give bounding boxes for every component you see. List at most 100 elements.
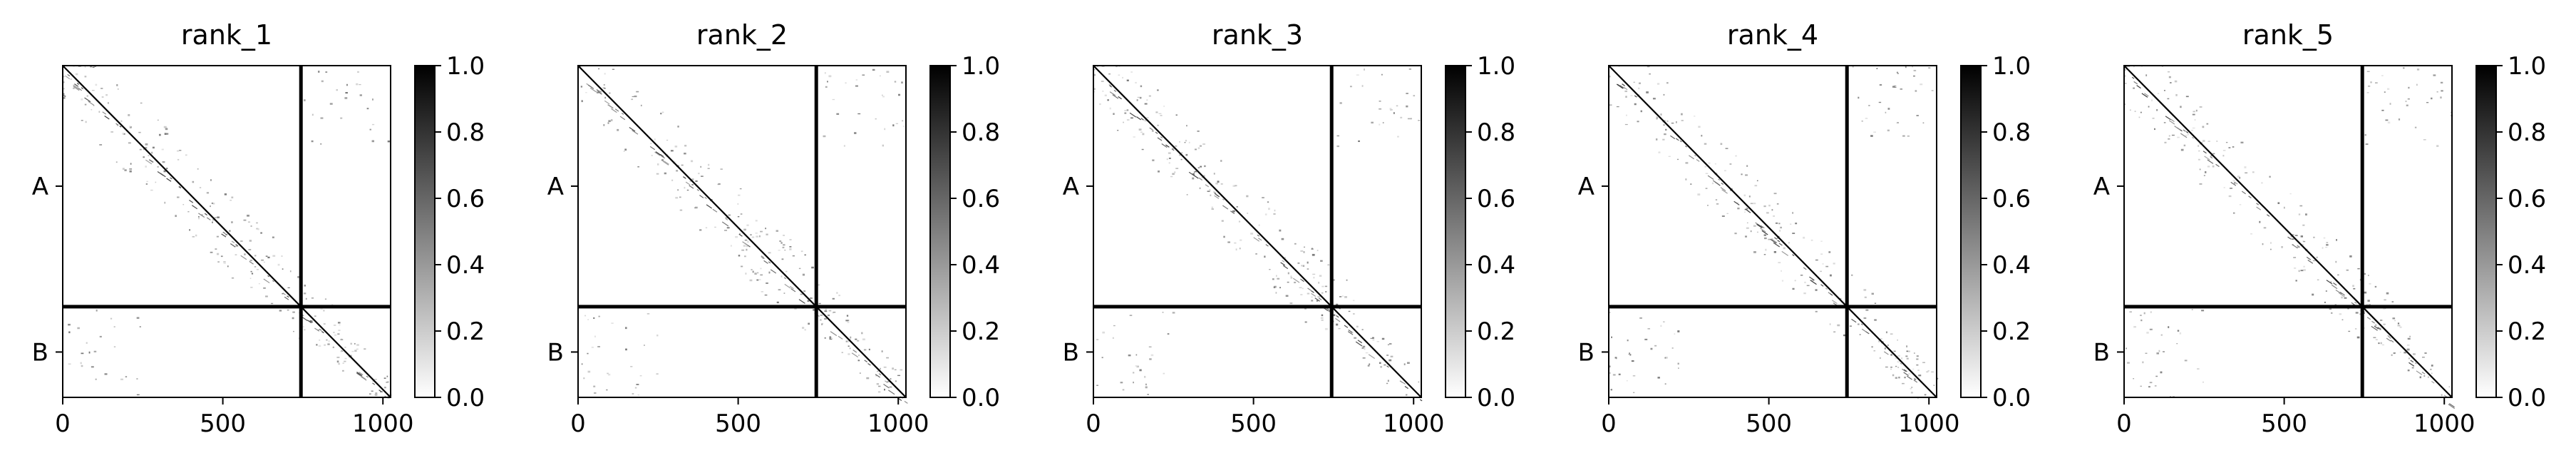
contact-mark [221,233,227,238]
contact-mark [1897,367,1900,368]
contact-mark [1370,337,1373,340]
contact-mark [621,112,624,115]
contact-mark [1771,208,1773,211]
contact-mark [2153,128,2155,131]
contact-mark [356,348,359,350]
contact-mark [1320,317,1324,319]
contact-mark [1677,367,1679,369]
contact-mark [2191,309,2193,310]
contact-mark [2256,203,2260,205]
contact-mark [845,82,847,84]
contact-mark [1326,307,1331,312]
contact-mark [1831,300,1838,305]
contact-mark [1822,263,1824,265]
contact-mark [2394,352,2396,354]
y-tick-label: A [32,173,48,201]
contact-mark [1361,347,1364,349]
contact-mark [1273,286,1276,288]
contact-mark [1319,275,1322,277]
contact-mark [1356,74,1359,76]
contact-mark [607,372,609,375]
x-tick-label: 0 [570,410,586,438]
contact-mark [1778,243,1783,246]
diagonal-line [62,65,391,398]
contact-mark [1126,109,1129,111]
contact-mark [792,255,795,257]
contact-mark [1199,145,1202,147]
contact-mark [1321,292,1324,294]
contact-mark [1679,140,1682,143]
contact-mark [341,350,344,352]
contact-mark [824,72,826,74]
contact-mark [320,143,322,145]
contact-mark [1230,210,1235,215]
contact-mark [215,248,217,250]
contact-mark [1300,250,1304,253]
contact-mark [1387,380,1389,382]
contact-mark [704,196,707,199]
contact-mark [882,96,885,98]
contact-mark [95,83,98,86]
contact-mark [272,255,276,257]
contact-mark [1895,357,1897,360]
contact-mark [1900,88,1903,90]
contact-mark [1174,145,1178,147]
x-tick-label: 0 [1601,410,1617,438]
contact-mark [323,323,326,325]
contact-mark [1192,177,1195,180]
contact-mark [1397,136,1399,138]
contact-mark [88,351,91,354]
contact-mark [1264,255,1266,258]
contact-mark [1338,327,1341,330]
contact-mark [778,289,781,291]
contact-mark [1618,373,1621,375]
contact-mark [1346,279,1348,281]
contact-mark [1145,386,1148,389]
contact-mark [1355,341,1363,347]
contact-mark [746,224,749,226]
contact-mark [2239,204,2242,205]
contact-mark [1313,276,1315,279]
contact-mark [340,339,344,341]
contact-mark [846,315,849,317]
contact-mark [1172,148,1175,150]
contact-mark [1325,291,1327,292]
contact-mark [74,83,79,87]
contact-mark [152,146,155,149]
contact-mark [2408,362,2415,367]
contact-mark [828,310,832,312]
contact-mark [2125,66,2128,68]
contact-mark [1609,312,1611,313]
contact-mark [1365,352,1369,354]
x-tick-label: 500 [2261,410,2307,438]
contact-mark [634,387,637,389]
contact-mark [656,334,659,337]
contact-mark [73,84,79,89]
contact-mark [2325,290,2327,292]
contact-mark [2406,104,2408,106]
contact-mark [2416,370,2423,375]
contact-mark [1247,213,1249,214]
contact-mark [1136,99,1138,101]
contact-mark [240,255,247,260]
contact-mark [631,98,634,101]
contact-mark [866,377,870,380]
contact-mark [1644,338,1648,340]
contact-mark [1275,292,1277,294]
contact-mark [75,73,78,76]
contact-mark [211,203,214,204]
contact-mark [1151,130,1154,132]
contact-mark [2157,93,2160,94]
contact-mark [690,160,694,163]
contact-mark [1335,317,1341,322]
contact-mark [1168,157,1171,159]
contact-mark [2408,357,2410,360]
contact-mark [1316,300,1319,302]
contact-mark [2390,340,2394,343]
contact-mark [1348,329,1353,333]
contact-mark [230,243,236,248]
contact-mark [2416,68,2420,71]
contact-mark [1898,376,1900,379]
x-tick-label: 500 [715,410,761,438]
contact-mark [1720,143,1723,146]
